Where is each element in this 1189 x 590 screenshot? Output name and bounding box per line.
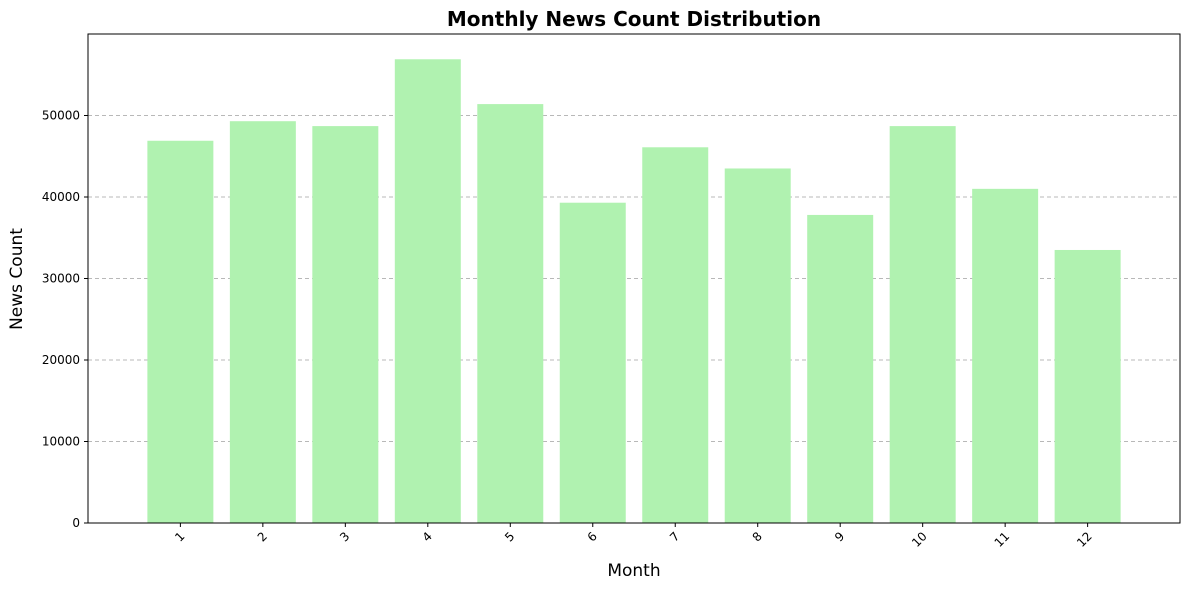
bar-month-7 (642, 147, 709, 523)
bars (147, 59, 1121, 523)
y-axis-label: News Count (7, 228, 27, 330)
x-axis-label: Month (607, 561, 660, 581)
bar-month-4 (394, 59, 461, 523)
bar-month-12 (1054, 249, 1121, 523)
bar-month-3 (312, 126, 379, 523)
y-tick-label: 30000 (42, 272, 80, 286)
bar-month-6 (559, 202, 626, 523)
bar-month-1 (147, 140, 214, 523)
bar-month-10 (889, 126, 956, 523)
bar-month-5 (477, 104, 544, 523)
chart-title: Monthly News Count Distribution (447, 7, 821, 31)
bar-month-9 (807, 214, 874, 523)
y-axis-ticks: 0 10000 20000 30000 40000 50000 (42, 109, 88, 530)
y-tick-label: 0 (72, 516, 80, 530)
bar-month-11 (972, 188, 1039, 523)
y-tick-label: 50000 (42, 109, 80, 123)
y-tick-label: 20000 (42, 353, 80, 367)
y-tick-label: 10000 (42, 435, 80, 449)
bar-month-2 (229, 121, 296, 523)
y-tick-label: 40000 (42, 190, 80, 204)
bar-month-8 (724, 168, 791, 523)
